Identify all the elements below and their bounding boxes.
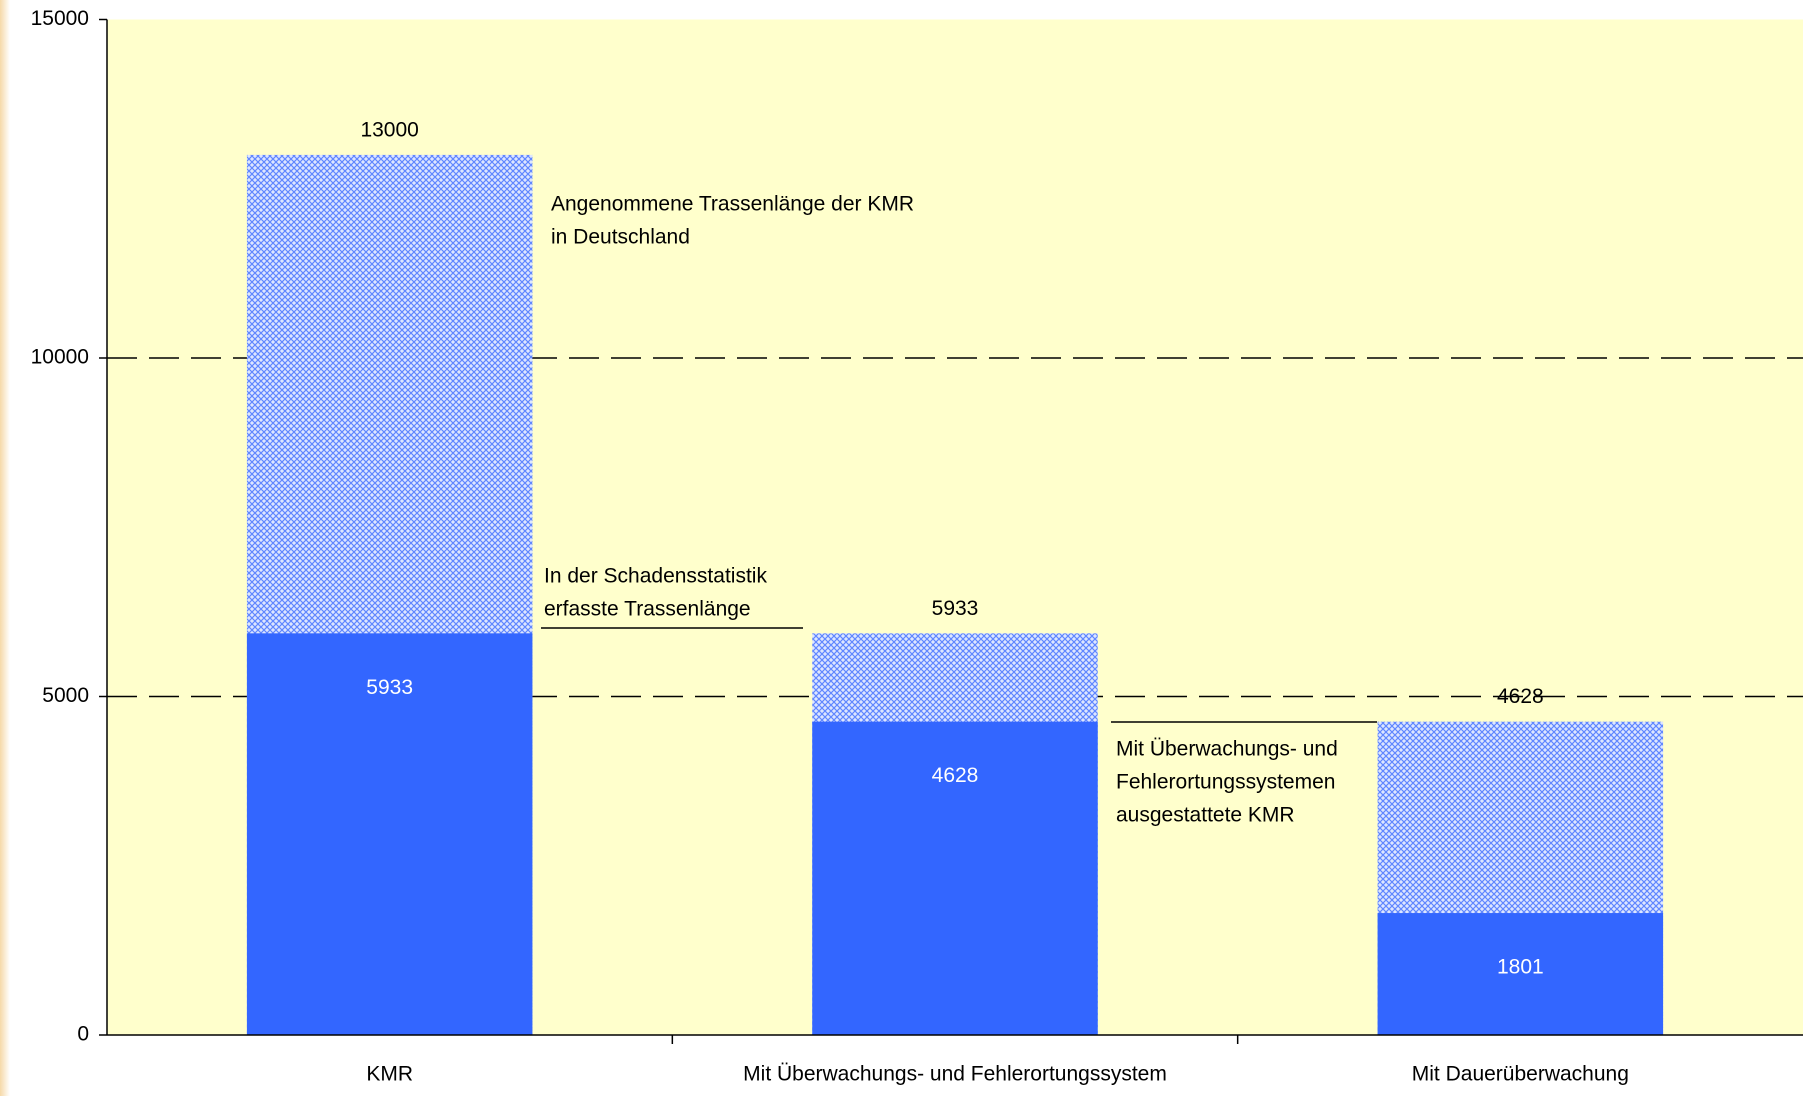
annotation: erfasste Trassenlänge (544, 598, 751, 621)
bar (1377, 913, 1664, 1035)
bar (246, 633, 533, 1035)
y-tick-label: 15000 (31, 7, 89, 30)
y-tick-label: 0 (77, 1023, 89, 1046)
value-label: 1801 (1497, 956, 1544, 979)
y-tick-label: 5000 (42, 684, 89, 707)
value-label: 5933 (366, 676, 413, 699)
annotation: ausgestattete KMR (1116, 804, 1295, 827)
annotation: Fehlerortungssystemen (1116, 771, 1335, 794)
x-tick-label: Mit Dauerüberwachung (1412, 1063, 1629, 1086)
bar (812, 721, 1098, 1035)
annotation: Angenommene Trassenlänge der KMR (551, 193, 914, 216)
x-tick-label: KMR (366, 1063, 413, 1086)
y-tick-label: 10000 (31, 346, 89, 369)
annotation: in Deutschland (551, 226, 690, 249)
value-label: 4628 (932, 764, 979, 787)
value-label: 13000 (360, 118, 418, 141)
annotation: Mit Überwachungs- und (1116, 738, 1338, 761)
value-label: 5933 (932, 597, 979, 620)
x-tick-label: Mit Überwachungs- und Fehlerortungssyste… (743, 1063, 1167, 1086)
value-label: 4628 (1497, 685, 1544, 708)
annotation: In der Schadensstatistik (544, 565, 767, 588)
edge-strip (0, 0, 10, 1096)
